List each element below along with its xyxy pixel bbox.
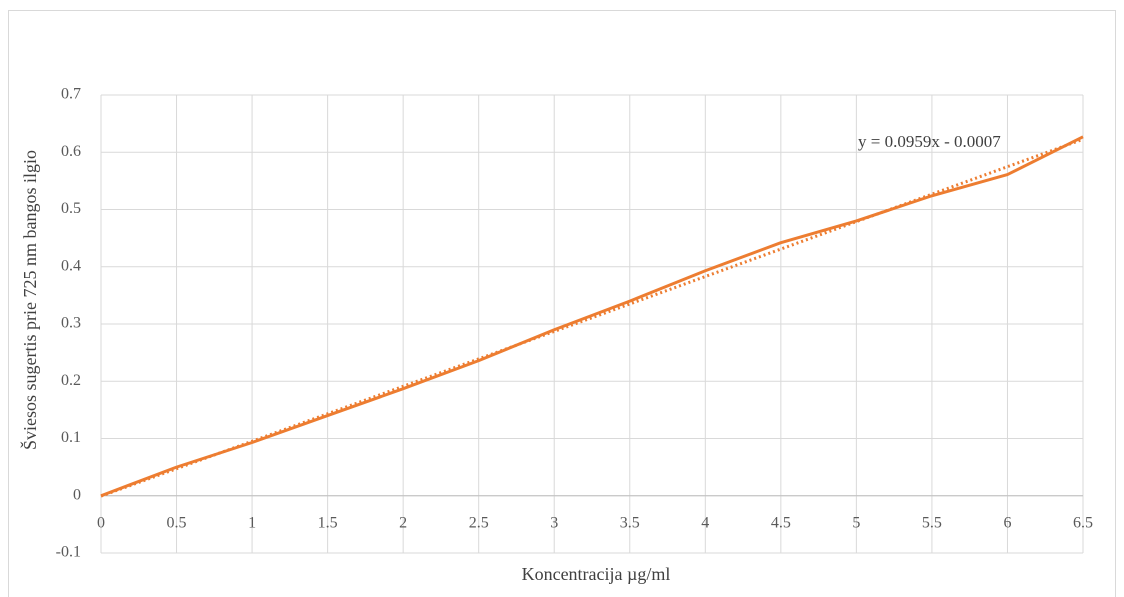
y-tick-label: 0.1 <box>61 429 81 446</box>
x-tick-label: 5.5 <box>922 514 942 531</box>
y-tick-label: 0.4 <box>61 257 81 274</box>
y-tick-label: 0.6 <box>61 143 81 160</box>
y-tick-label: 0.3 <box>61 315 81 332</box>
x-tick-label: 0.5 <box>167 514 187 531</box>
y-axis-title: Šviesos sugertis prie 725 nm bangos ilgi… <box>19 150 40 450</box>
x-axis-title: Koncentracija µg/ml <box>522 564 671 584</box>
x-tick-label: 4 <box>701 514 709 531</box>
y-tick-label: 0.5 <box>61 200 81 217</box>
y-tick-label: 0.7 <box>61 86 81 103</box>
x-tick-label: 5 <box>852 514 860 531</box>
x-tick-label: 0 <box>97 514 105 531</box>
x-tick-label: 3 <box>550 514 558 531</box>
chart-frame <box>8 10 1116 597</box>
x-tick-label: 1.5 <box>318 514 338 531</box>
x-tick-label: 6.5 <box>1073 514 1093 531</box>
trendline-equation: y = 0.0959x - 0.0007 <box>858 132 1001 151</box>
y-tick-label: 0 <box>73 486 81 503</box>
y-tick-label: -0.1 <box>56 544 81 561</box>
x-tick-label: 3.5 <box>620 514 640 531</box>
x-tick-label: 2 <box>399 514 407 531</box>
x-tick-label: 2.5 <box>469 514 489 531</box>
x-tick-label: 4.5 <box>771 514 791 531</box>
y-tick-label: 0.2 <box>61 372 81 389</box>
x-tick-label: 6 <box>1003 514 1011 531</box>
x-tick-label: 1 <box>248 514 256 531</box>
line-series <box>100 135 1084 498</box>
